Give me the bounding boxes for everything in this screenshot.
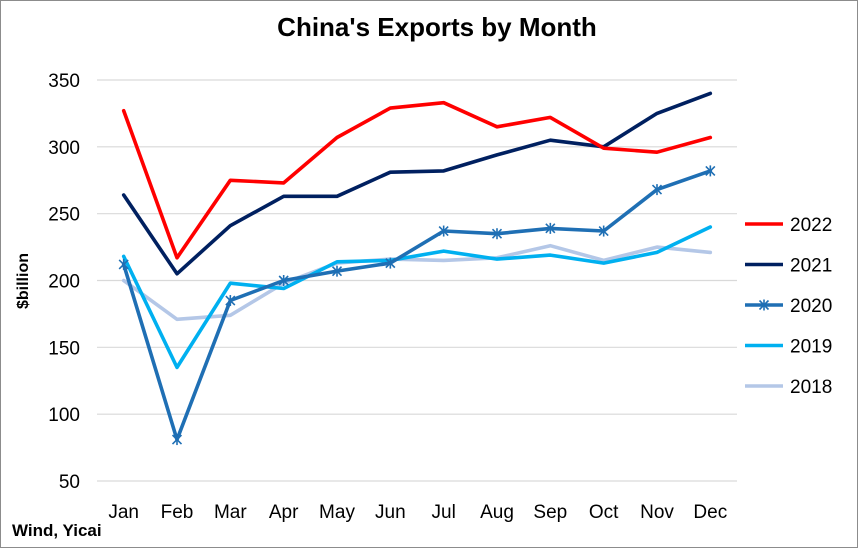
- x-tick-label: Jul: [432, 502, 456, 523]
- y-tick-label: 100: [48, 405, 80, 426]
- x-tick-label: Apr: [269, 502, 299, 523]
- x-tick-label: Oct: [589, 502, 619, 523]
- legend-marker: [758, 299, 770, 311]
- x-tick-label: Mar: [214, 502, 247, 523]
- y-tick-label: 300: [48, 138, 80, 159]
- data-point-2020: [118, 258, 129, 270]
- y-tick-label: 150: [48, 338, 80, 359]
- y-tick-label: 200: [48, 272, 80, 293]
- data-point-2020: [385, 257, 396, 269]
- x-tick-label: May: [319, 502, 355, 523]
- legend-item-2021: 2021: [745, 256, 832, 277]
- y-axis-label: $billion: [15, 253, 32, 309]
- series-lines: [118, 91, 716, 446]
- legend-item-2018: 2018: [745, 377, 832, 398]
- data-point-2020: [705, 165, 716, 177]
- source-note: Wind, Yicai: [12, 521, 102, 540]
- y-tick-label: 350: [48, 71, 80, 92]
- x-axis-ticks: Jan Feb Mar Apr May Jun Jul Aug Sep Oct Nov Dec: [108, 502, 727, 523]
- legend: 2022 2021 2020 2019 2018: [745, 215, 832, 398]
- y-tick-label: 250: [48, 205, 80, 226]
- data-point-2020: [545, 222, 556, 234]
- data-point-2020: [331, 265, 343, 277]
- data-point-2020: [491, 228, 503, 240]
- legend-label: 2022: [790, 215, 832, 236]
- legend-item-2022: 2022: [745, 215, 832, 236]
- legend-item-2020: 2020: [745, 296, 832, 317]
- gridlines: [97, 79, 737, 482]
- x-tick-label: Dec: [693, 502, 727, 523]
- legend-label: 2019: [790, 337, 832, 358]
- x-tick-label: Aug: [480, 502, 514, 523]
- y-axis-ticks: 50 100 150 200 250 300 350: [48, 71, 80, 493]
- data-point-2020: [651, 184, 663, 196]
- legend-label: 2021: [790, 256, 832, 277]
- data-point-2020: [225, 295, 236, 307]
- chart-title: China's Exports by Month: [277, 12, 597, 42]
- series-line-2020: [121, 169, 713, 442]
- x-tick-label: Feb: [161, 502, 194, 523]
- x-tick-label: Jun: [375, 502, 406, 523]
- data-point-2020: [278, 275, 289, 286]
- series-line-2019: [121, 225, 713, 370]
- data-point-2020: [438, 225, 449, 237]
- data-point-2020: [171, 434, 183, 446]
- x-tick-label: Sep: [533, 502, 567, 523]
- x-tick-label: Jan: [108, 502, 139, 523]
- legend-label: 2018: [790, 377, 832, 398]
- legend-item-2019: 2019: [745, 337, 832, 358]
- legend-label: 2020: [790, 296, 832, 317]
- series-line-2022: [121, 100, 713, 260]
- x-tick-label: Nov: [640, 502, 674, 523]
- series-line-2018: [121, 243, 713, 322]
- data-point-2020: [598, 225, 609, 237]
- y-tick-label: 50: [59, 472, 80, 493]
- series-line-2021: [121, 91, 713, 276]
